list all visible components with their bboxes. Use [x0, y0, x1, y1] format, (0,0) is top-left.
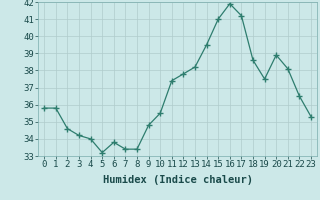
X-axis label: Humidex (Indice chaleur): Humidex (Indice chaleur) [103, 175, 252, 185]
